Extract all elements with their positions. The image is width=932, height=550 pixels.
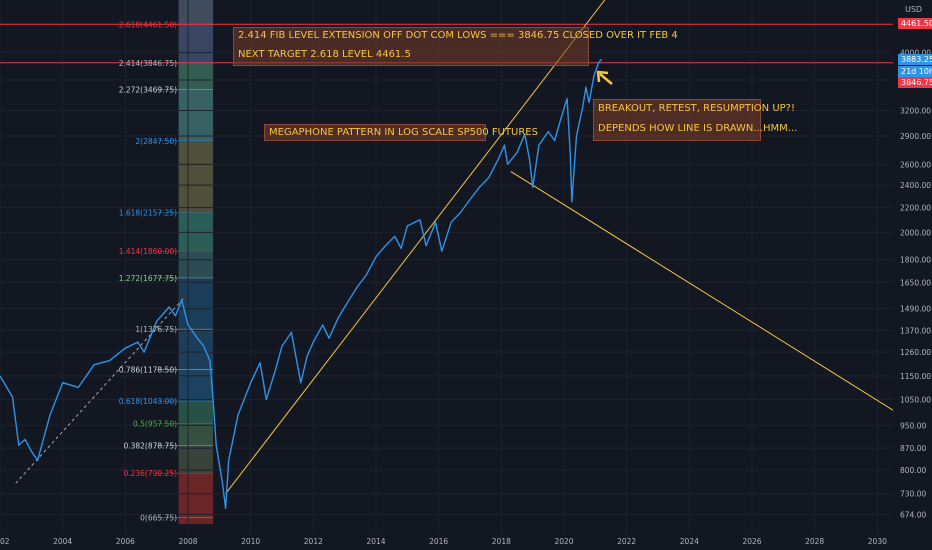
series-line: [0, 58, 603, 509]
fib-label-1.414: 1.414(1860.00): [119, 247, 177, 256]
x-axis-bg: [0, 534, 932, 550]
y-tick-label: 1490.00: [900, 305, 931, 314]
fib-label-1.272: 1.272(1677.75): [119, 274, 177, 283]
y-axis-bg: [893, 0, 932, 550]
fib-label-0: 0(665.75): [140, 514, 177, 523]
trend-line: [510, 170, 897, 413]
fib-retracement-band: [156, 0, 214, 524]
y-tick-label: 1370.00: [900, 326, 931, 335]
fib-zone-1: [178, 277, 214, 330]
x-tick-label: 2026: [742, 537, 761, 546]
x-tick-label: 2014: [366, 537, 385, 546]
grid: [0, 0, 893, 534]
x-tick-label: 2004: [53, 537, 72, 546]
x-tick-label: 2030: [868, 537, 887, 546]
arrow-icon: [596, 70, 613, 85]
x-axis[interactable]: 2002 2004 2006 2008 2010 2012 2014 2016 2018 2020…: [0, 534, 932, 550]
trend-line: [225, 0, 606, 495]
x-tick-label: 2012: [304, 537, 323, 546]
x-tick-label: 2028: [805, 537, 824, 546]
breakout-note[interactable]: BREAKOUT, RETEST, RESUMPTION UP?! DEPEND…: [593, 99, 798, 141]
y-tick-label: 730.00: [900, 490, 926, 499]
fib-zone-2.618: [178, 0, 214, 25]
fib-zone-0: [178, 473, 214, 524]
fib-zone-2: [178, 89, 214, 141]
fib-label-1.618: 1.618(2157.25): [119, 209, 177, 218]
y-tick-label: 2000.00: [900, 228, 931, 237]
x-tick-label: 2008: [178, 537, 197, 546]
x-tick-label: 2022: [617, 537, 636, 546]
fib-label-0.786: 0.786(1178.50): [119, 366, 177, 375]
y-tick-label: 3200.00: [900, 106, 931, 115]
y-tick-label: 2900.00: [900, 132, 931, 141]
fib-extension-note[interactable]: 2.414 FIB LEVEL EXTENSION OFF DOT COM LO…: [233, 27, 678, 66]
fib-zone-2.414: [178, 24, 214, 63]
fib-label-2: 2(2847.50): [135, 137, 177, 146]
megaphone-note[interactable]: MEGAPHONE PATTERN IN LOG SCALE SP500 FUT…: [264, 124, 538, 141]
y-tick-label: 1800.00: [900, 256, 931, 265]
y-tick-label: 950.00: [900, 421, 926, 430]
fib-label-2.272: 2.272(3469.75): [119, 86, 177, 95]
currency-label: USD: [905, 5, 922, 14]
y-tick-label: 1050.00: [900, 395, 931, 404]
fib-zone-1.272: [178, 251, 214, 278]
y-tick-label: 870.00: [900, 444, 926, 453]
fib-zone-0.5: [178, 401, 214, 424]
price-label-4461: 4461.50: [898, 18, 932, 30]
y-tick-label: 674.00: [900, 510, 926, 519]
y-tick-label: 800.00: [900, 466, 926, 475]
y-tick-label: 2400.00: [900, 181, 931, 190]
x-tick-label: 2020: [554, 537, 573, 546]
x-tick-label: 2006: [116, 537, 135, 546]
x-tick-label: 2016: [429, 537, 448, 546]
fib-label-2.414: 2.414(3846.75): [119, 59, 177, 68]
price-label-countdown: 21d 10h: [898, 66, 932, 78]
fib-note-line2: NEXT TARGET 2.618 LEVEL 4461.5: [238, 49, 411, 60]
x-tick-label: 2010: [241, 537, 260, 546]
y-tick-label: 1260.00: [900, 348, 931, 357]
fib-label-2.618: 2.618(4461.50): [119, 20, 177, 29]
fib-label-0.5: 0.5(957.50): [133, 419, 177, 428]
fib-zone-0.236: [178, 445, 214, 474]
price-label-3846: 3846.75: [898, 76, 932, 88]
y-tick-label: 2600.00: [900, 160, 931, 169]
breakout-line1: BREAKOUT, RETEST, RESUMPTION UP?!: [598, 103, 795, 114]
fib-label-0.382: 0.382(878.75): [123, 442, 177, 451]
y-tick-label: 2200.00: [900, 204, 931, 213]
fib-label-1: 1(1376.75): [135, 325, 177, 334]
y-axis[interactable]: 674.00 730.00 800.00 870.00 950.00 1050.00 115…: [893, 0, 932, 550]
y-tick-label: 1150.00: [900, 372, 931, 381]
fib-zone-0.382: [178, 423, 214, 446]
trend-lines: [15, 0, 897, 495]
fib-label-0.618: 0.618(1043.00): [119, 397, 177, 406]
x-tick-label: 2002: [0, 537, 10, 546]
fib-zone-0.618: [178, 369, 214, 402]
x-tick-label: 2018: [492, 537, 511, 546]
y-tick-label: 4000.00: [900, 49, 931, 58]
price-series: [0, 58, 603, 509]
fib-labels: 0(665.75) 0.236(790.25) 0.382(878.75) 0.5(9…: [119, 20, 177, 522]
fib-label-0.236: 0.236(790.25): [123, 469, 177, 478]
price-label-last: 3883.25: [898, 54, 932, 66]
fib-note-line1: 2.414 FIB LEVEL EXTENSION OFF DOT COM LO…: [238, 30, 678, 41]
fib-zone-1.618: [178, 140, 214, 213]
y-tick-label: 1650.00: [900, 278, 931, 287]
fib-zone-2.272: [178, 62, 214, 90]
x-tick-label: 2024: [680, 537, 699, 546]
breakout-line2: DEPENDS HOW LINE IS DRAWN...HMM...: [598, 123, 798, 134]
